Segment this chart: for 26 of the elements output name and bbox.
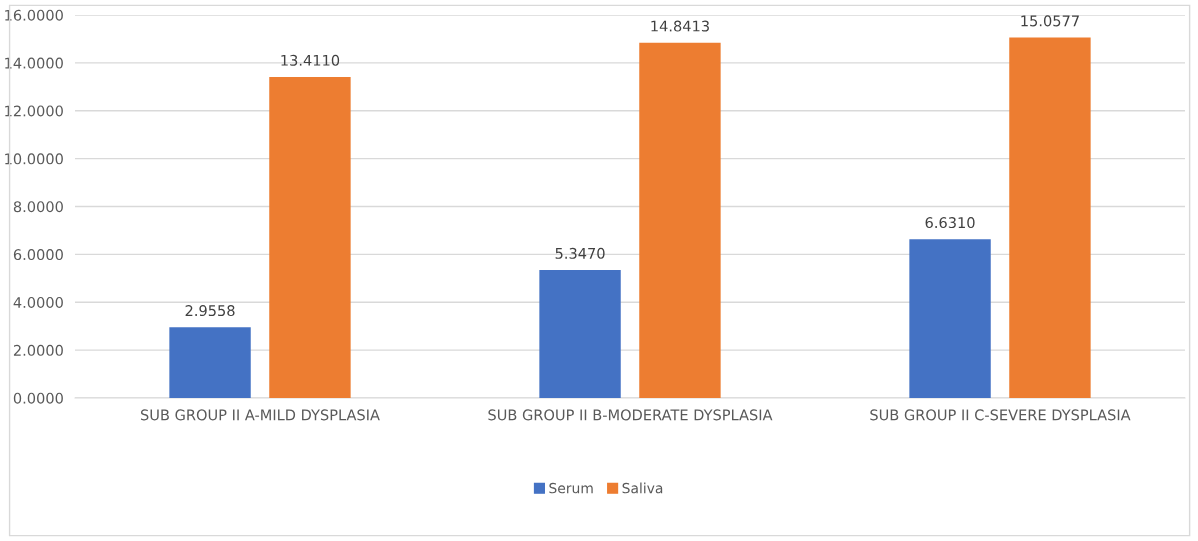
x-tick-label: SUB GROUP II A-MILD DYSPLASIA — [140, 409, 380, 421]
data-label: 14.8413 — [651, 20, 709, 32]
y-tick-label: 14.0000 — [5, 57, 63, 69]
bar — [169, 327, 251, 398]
legend-label: Saliva — [622, 482, 663, 494]
bar — [539, 270, 621, 398]
legend-label: Serum — [549, 482, 593, 494]
y-tick-label: 8.0000 — [13, 201, 63, 213]
y-tick-label: 0.0000 — [13, 392, 63, 404]
x-tick-label: SUB GROUP II C-SEVERE DYSPLASIA — [870, 409, 1131, 421]
y-tick-label: 10.0000 — [5, 153, 63, 165]
y-tick-label: 2.0000 — [13, 344, 63, 356]
bar — [269, 76, 351, 398]
y-tick-label: 6.0000 — [13, 249, 63, 261]
data-label: 2.9558 — [185, 305, 235, 317]
bar — [909, 239, 991, 398]
data-label: 13.4110 — [281, 54, 340, 66]
data-label: 5.3470 — [555, 247, 605, 259]
bar — [1009, 37, 1091, 398]
x-tick-label: SUB GROUP II B-MODERATE DYSPLASIA — [488, 409, 773, 421]
data-label: 6.6310 — [925, 217, 975, 229]
y-tick-label: 4.0000 — [13, 296, 63, 308]
bar — [639, 42, 721, 398]
y-tick-label: 12.0000 — [5, 105, 63, 117]
y-tick-label: 16.0000 — [5, 9, 63, 21]
data-label: 15.0577 — [1021, 15, 1079, 27]
